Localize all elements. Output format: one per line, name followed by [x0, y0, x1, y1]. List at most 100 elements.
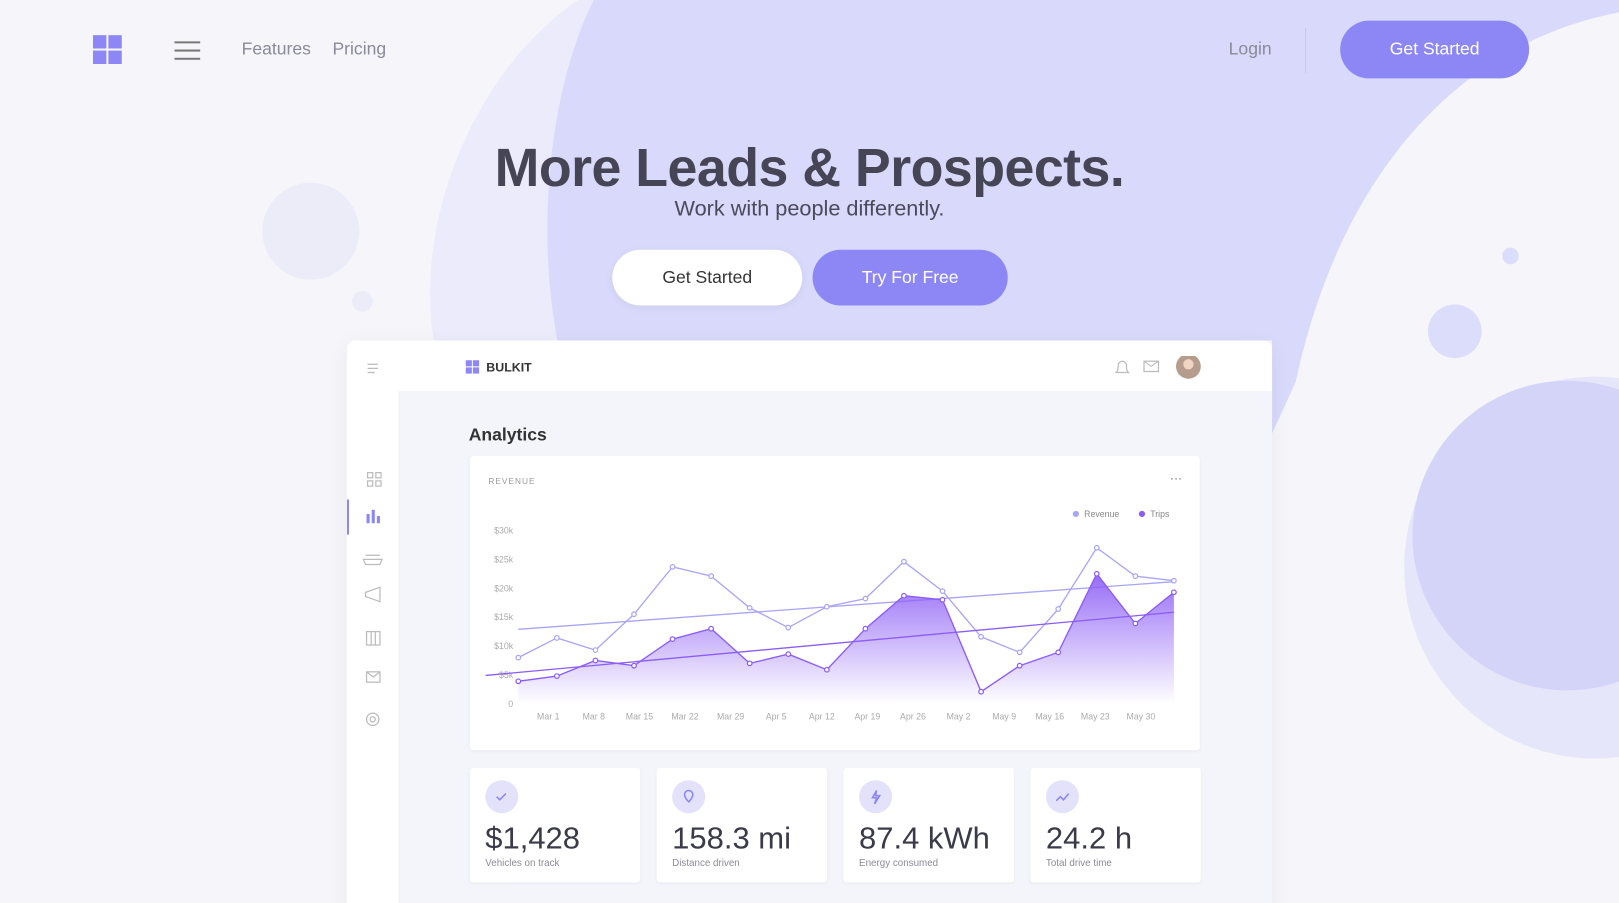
stat-label: Total drive time [1045, 857, 1112, 869]
stat-value: 87.4 kWh [859, 821, 990, 856]
point [592, 657, 599, 664]
login-link[interactable]: Login [1228, 39, 1272, 59]
chart-card: REVENUE ··· 0 $5k $10k $15k $20k $25k $30k Mar … [469, 456, 1200, 751]
x-tick-label: Mar 8 [583, 711, 606, 721]
nav-link[interactable]: Features [241, 39, 311, 59]
bubble [1412, 380, 1619, 691]
divider [1305, 27, 1307, 74]
x-tick-label: May 16 [1035, 711, 1064, 721]
point [1055, 649, 1062, 656]
topbar-icons [1114, 356, 1201, 379]
series-line [518, 546, 1174, 659]
stat-icon [859, 780, 893, 814]
stat-card: 87.4 kWh Energy consumed [843, 767, 1014, 883]
topbar: BULKIT [398, 340, 1273, 392]
blob [547, 0, 1619, 434]
point [939, 596, 946, 603]
point [708, 573, 715, 579]
point [1093, 544, 1100, 551]
y-tick-label: $25k [494, 554, 514, 564]
point [1016, 662, 1023, 669]
stat-icon [672, 780, 706, 814]
point [515, 678, 522, 685]
bubble [1427, 304, 1482, 359]
x-tick-label: Mar 1 [537, 711, 560, 721]
x-tick-label: May 30 [1127, 711, 1156, 721]
sidebar-icons [346, 363, 383, 727]
trendline [518, 581, 1174, 631]
chart-title: REVENUE [488, 477, 535, 486]
point [785, 624, 792, 631]
point [746, 660, 753, 667]
y-tick-label: $5k [499, 670, 514, 680]
point [901, 558, 907, 565]
x-tick-label: Mar 15 [626, 711, 653, 721]
y-tick-label: $20k [494, 583, 514, 593]
legend-label: Trips [1150, 509, 1170, 519]
stat-label: Energy consumed [859, 857, 939, 869]
point [862, 595, 869, 602]
point [901, 592, 907, 599]
area [518, 573, 1174, 704]
point [978, 688, 984, 695]
bubble [1502, 247, 1519, 265]
hero-button[interactable]: Get Started [612, 249, 803, 306]
point [1093, 570, 1100, 577]
stat-label: Distance driven [672, 857, 740, 869]
point [862, 625, 869, 632]
stat-card: 24.2 h Total drive time [1030, 767, 1201, 883]
y-tick-label: $30k [494, 526, 514, 536]
stat-label: Vehicles on track [485, 857, 560, 869]
y-tick-label: $15k [494, 612, 514, 622]
point [553, 635, 560, 641]
point [785, 651, 792, 658]
stat-value: $1,428 [485, 821, 581, 856]
hero-title: More Leads & Prospects. [494, 138, 1125, 199]
point [1171, 589, 1177, 596]
legend-dot [1072, 510, 1079, 518]
point [1016, 649, 1023, 656]
x-tick-label: Apr 12 [809, 711, 835, 721]
x-tick-label: May 23 [1081, 711, 1110, 721]
point [1055, 606, 1062, 612]
hero-button[interactable]: Try For Free [812, 249, 1008, 306]
stat-value: 24.2 h [1045, 821, 1133, 856]
point [515, 654, 522, 661]
stat-card: $1,428 Vehicles on track [469, 767, 641, 883]
brand-logo [465, 360, 480, 374]
bubble [262, 182, 360, 280]
menu-icon[interactable] [174, 41, 201, 60]
nav-link[interactable]: Pricing [332, 39, 387, 59]
point [939, 588, 946, 595]
chart: REVENUE ··· 0 $5k $10k $15k $20k $25k $30k Mar … [485, 471, 1182, 721]
section-heading: Analytics [468, 425, 547, 445]
point [631, 611, 637, 618]
hero-subtitle: Work with people differently. [674, 197, 945, 221]
x-tick-label: Apr 19 [854, 711, 880, 721]
trendline [485, 611, 1174, 677]
y-tick-label: $10k [494, 641, 514, 651]
chart-menu[interactable]: ··· [1170, 471, 1182, 485]
nav-cta[interactable]: Get Started [1340, 20, 1530, 79]
point [823, 666, 830, 673]
legend-label: Revenue [1084, 509, 1119, 519]
point [1132, 620, 1139, 627]
point [823, 603, 830, 610]
bubble [352, 291, 373, 312]
point [669, 563, 676, 570]
sidebar [346, 340, 400, 903]
x-tick-label: Mar 29 [717, 711, 744, 721]
x-tick-label: Apr 5 [766, 711, 787, 721]
stat-card: 158.3 mi Distance driven [656, 767, 828, 883]
logo [92, 35, 122, 64]
point [553, 673, 560, 679]
point [1171, 577, 1177, 584]
point [631, 662, 637, 669]
point [746, 604, 753, 611]
point [708, 625, 715, 632]
x-tick-label: Apr 26 [900, 711, 926, 721]
brand: BULKIT [486, 360, 532, 375]
